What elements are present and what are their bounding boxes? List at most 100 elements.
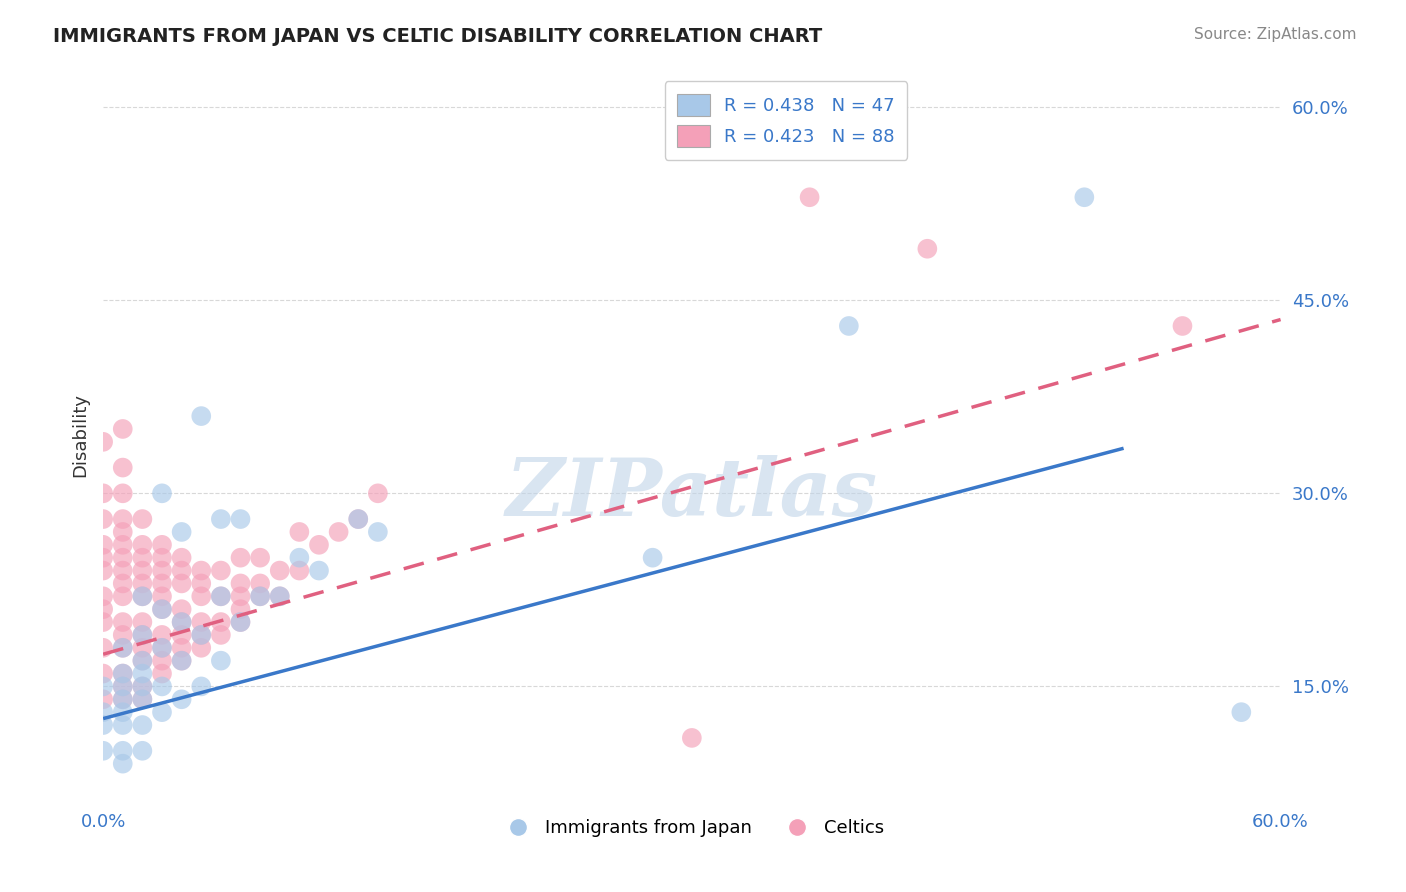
Point (209, 615, 232, 629)
Point (111, 550, 134, 565)
Point (190, 576, 212, 591)
Point (209, 590, 232, 604)
Point (190, 590, 212, 604)
Point (131, 590, 153, 604)
Point (150, 538, 173, 552)
Point (150, 654, 173, 668)
Point (111, 628, 134, 642)
Point (190, 640, 212, 655)
Point (91, 692, 114, 706)
Point (131, 564, 153, 578)
Point (131, 654, 153, 668)
Point (111, 512, 134, 526)
Point (170, 692, 193, 706)
Point (170, 654, 193, 668)
Point (111, 615, 134, 629)
Point (91, 640, 114, 655)
Point (131, 718, 153, 732)
Point (170, 550, 193, 565)
Point (131, 576, 153, 591)
Point (91, 615, 114, 629)
Point (209, 512, 232, 526)
Point (150, 576, 173, 591)
Point (229, 512, 252, 526)
Point (111, 680, 134, 694)
Point (347, 512, 370, 526)
Point (229, 590, 252, 604)
Point (91, 538, 114, 552)
Point (308, 538, 330, 552)
Point (150, 590, 173, 604)
Point (111, 422, 134, 436)
Point (170, 628, 193, 642)
Point (288, 524, 311, 539)
Point (229, 615, 252, 629)
Point (111, 718, 134, 732)
Point (111, 692, 134, 706)
Point (131, 666, 153, 681)
Point (347, 512, 370, 526)
Point (131, 744, 153, 758)
Point (111, 705, 134, 719)
Point (91, 512, 114, 526)
Legend: Immigrants from Japan, Celtics: Immigrants from Japan, Celtics (492, 812, 891, 845)
Point (111, 538, 134, 552)
Point (150, 640, 173, 655)
Point (1171, 318, 1194, 333)
Point (111, 576, 134, 591)
Point (1230, 705, 1253, 719)
Point (229, 550, 252, 565)
Point (131, 640, 153, 655)
Point (111, 524, 134, 539)
Point (269, 590, 291, 604)
Point (91, 744, 114, 758)
Point (131, 680, 153, 694)
Point (131, 692, 153, 706)
Point (111, 744, 134, 758)
Point (917, 242, 939, 256)
Point (269, 564, 291, 578)
Point (91, 486, 114, 500)
Point (1073, 190, 1095, 204)
Point (91, 564, 114, 578)
Point (170, 615, 193, 629)
Point (91, 590, 114, 604)
Point (209, 590, 232, 604)
Text: Source: ZipAtlas.com: Source: ZipAtlas.com (1194, 27, 1357, 42)
Point (328, 524, 350, 539)
Point (91, 718, 114, 732)
Point (308, 564, 330, 578)
Point (131, 628, 153, 642)
Point (229, 602, 252, 616)
Point (150, 680, 173, 694)
Point (229, 615, 252, 629)
Point (249, 550, 271, 565)
Point (131, 590, 153, 604)
Point (131, 538, 153, 552)
Point (367, 524, 389, 539)
Point (641, 550, 664, 565)
Point (131, 615, 153, 629)
Point (150, 602, 173, 616)
Point (150, 602, 173, 616)
Point (190, 628, 212, 642)
Point (799, 190, 821, 204)
Point (111, 666, 134, 681)
Point (209, 564, 232, 578)
Point (150, 666, 173, 681)
Point (111, 666, 134, 681)
Point (91, 434, 114, 449)
Text: IMMIGRANTS FROM JAPAN VS CELTIC DISABILITY CORRELATION CHART: IMMIGRANTS FROM JAPAN VS CELTIC DISABILI… (53, 27, 823, 45)
Point (229, 576, 252, 591)
Point (111, 756, 134, 771)
Point (150, 640, 173, 655)
Point (91, 680, 114, 694)
Point (681, 731, 703, 745)
Point (249, 590, 271, 604)
Point (288, 564, 311, 578)
Point (170, 615, 193, 629)
Point (367, 486, 389, 500)
Point (170, 640, 193, 655)
Point (190, 615, 212, 629)
Point (91, 602, 114, 616)
